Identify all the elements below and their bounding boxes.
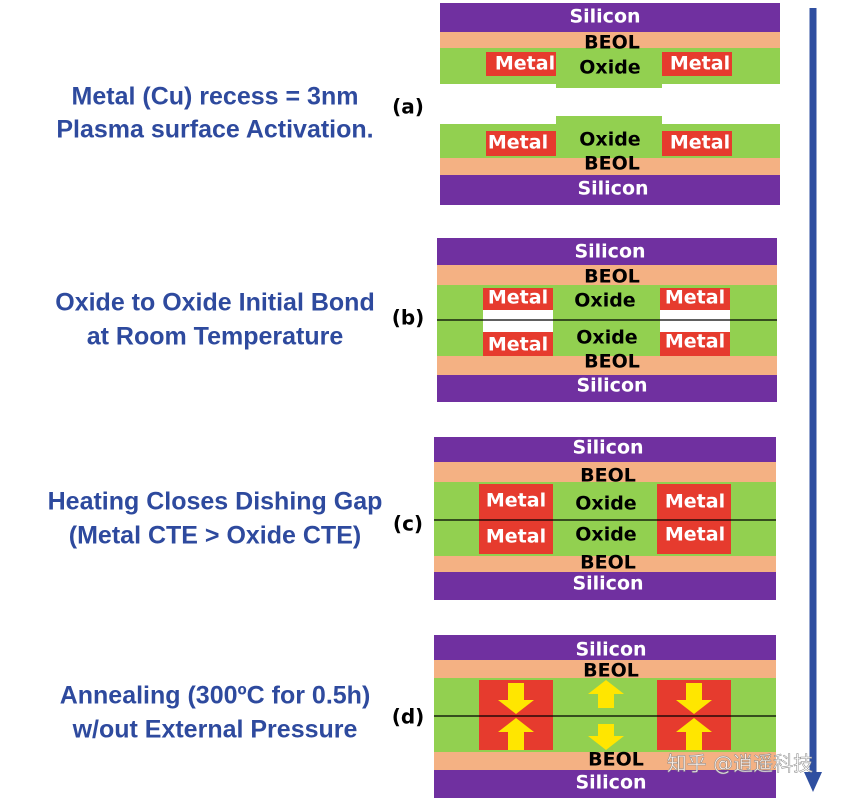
- layer-label: Silicon: [575, 772, 646, 794]
- layer-label: Oxide: [579, 57, 640, 79]
- pressure-arrow: [676, 683, 712, 714]
- step-caption: Heating Closes Dishing Gap: [48, 488, 383, 516]
- layer-block: [660, 332, 730, 356]
- pressure-arrow: [588, 680, 624, 708]
- layer-block: [660, 288, 730, 310]
- layer-label: Silicon: [574, 241, 645, 263]
- flow-arrow-head: [804, 772, 822, 792]
- layer-block: [440, 3, 780, 32]
- layer-label: Metal: [670, 132, 730, 154]
- watermark: 知乎 @逍遥科技: [667, 752, 813, 776]
- layer-block: [660, 310, 730, 332]
- layer-label: Metal: [486, 490, 546, 512]
- step-label: (d): [392, 705, 425, 729]
- layer-block: [486, 52, 556, 76]
- layer-block: [437, 238, 777, 265]
- layer-block: [483, 288, 553, 310]
- step-label: (c): [393, 512, 423, 536]
- step-caption: Annealing (300ºC for 0.5h): [60, 682, 371, 710]
- layer-label: Oxide: [579, 129, 640, 151]
- pressure-arrow: [588, 724, 624, 750]
- layer-label: Oxide: [575, 493, 636, 515]
- layer-block: [483, 310, 553, 332]
- layer-label: Silicon: [569, 6, 640, 28]
- layer-block: [556, 116, 662, 158]
- layer-label: BEOL: [588, 749, 644, 771]
- layer-block: [662, 52, 732, 76]
- layer-block: [434, 770, 776, 798]
- pressure-arrow: [498, 718, 534, 750]
- layer-block: [437, 265, 777, 285]
- layer-label: BEOL: [584, 32, 640, 54]
- pressure-arrow: [676, 718, 712, 750]
- step-caption: (Metal CTE > Oxide CTE): [69, 522, 361, 550]
- layer-label: Metal: [665, 491, 725, 513]
- layer-block: [662, 131, 732, 156]
- step-caption: Plasma surface Activation.: [56, 116, 373, 144]
- layer-label: Metal: [488, 334, 548, 356]
- layer-label: Silicon: [577, 178, 648, 200]
- layer-block: [434, 635, 776, 660]
- layer-label: Metal: [665, 331, 725, 353]
- layer-label: Silicon: [575, 639, 646, 661]
- layer-block: [434, 660, 776, 678]
- layer-block: [479, 484, 553, 554]
- layer-block: [434, 572, 776, 600]
- layer-block: [486, 131, 556, 156]
- layer-label: BEOL: [580, 552, 636, 574]
- step-caption: w/out External Pressure: [72, 716, 358, 744]
- layer-label: Metal: [486, 526, 546, 548]
- layer-label: Silicon: [572, 573, 643, 595]
- layer-block: [434, 752, 776, 770]
- layer-label: Oxide: [574, 290, 635, 312]
- step-label: (a): [392, 95, 424, 119]
- layer-label: Metal: [488, 287, 548, 309]
- layer-block: [440, 175, 780, 205]
- layer-label: BEOL: [584, 266, 640, 288]
- layer-label: Oxide: [576, 327, 637, 349]
- step-caption: Oxide to Oxide Initial Bond: [55, 289, 374, 317]
- layer-label: BEOL: [583, 660, 639, 682]
- pressure-arrow: [498, 683, 534, 714]
- layer-block: [434, 462, 776, 482]
- layer-label: Metal: [665, 524, 725, 546]
- layer-block: [483, 332, 553, 356]
- layer-label: Metal: [670, 53, 730, 75]
- step-caption: Metal (Cu) recess = 3nm: [72, 83, 359, 111]
- layer-block: [440, 158, 780, 175]
- layer-label: BEOL: [584, 153, 640, 175]
- layer-block: [434, 556, 776, 572]
- layer-label: Metal: [488, 132, 548, 154]
- layer-block: [440, 32, 780, 48]
- layer-label: Metal: [665, 287, 725, 309]
- layer-block: [437, 356, 777, 375]
- layer-label: BEOL: [580, 465, 636, 487]
- layer-block: [434, 437, 776, 462]
- layer-block: [657, 484, 731, 554]
- layer-label: BEOL: [584, 351, 640, 373]
- step-label: (b): [392, 306, 425, 330]
- layer-label: Silicon: [572, 437, 643, 459]
- layer-block: [437, 375, 777, 402]
- layer-block: [556, 48, 662, 88]
- layer-label: Metal: [495, 53, 555, 75]
- layer-label: Oxide: [575, 524, 636, 546]
- layer-label: Silicon: [576, 375, 647, 397]
- step-caption: at Room Temperature: [87, 323, 344, 351]
